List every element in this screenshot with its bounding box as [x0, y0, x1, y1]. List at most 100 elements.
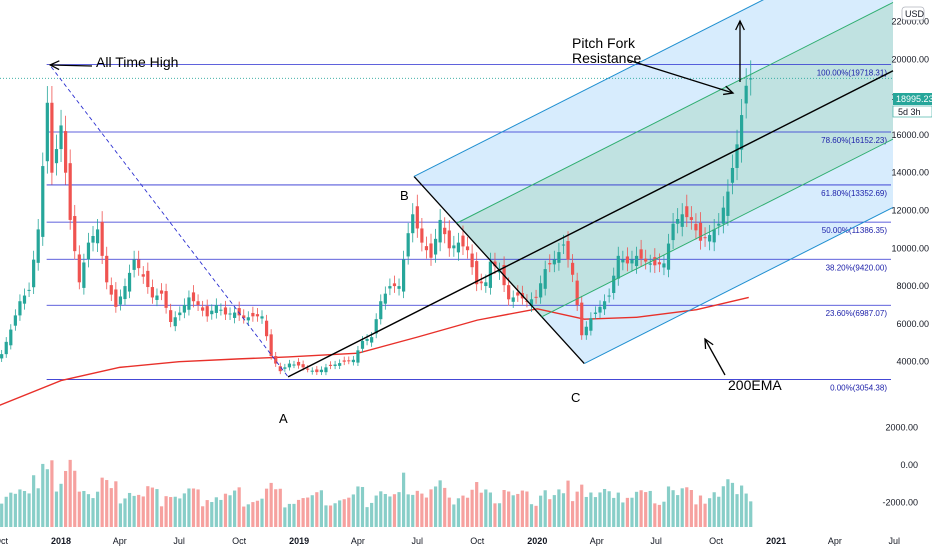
candle-body [73, 216, 77, 252]
volume-bar [105, 480, 109, 527]
volume-bar [653, 503, 657, 527]
volume-bar [123, 498, 127, 527]
volume-bar [36, 488, 40, 527]
volume-bar [159, 506, 164, 527]
candle-body [602, 301, 607, 310]
volume-bar [379, 491, 383, 527]
volume-bar [703, 503, 707, 527]
volume-bar [274, 489, 278, 527]
volume-bar [146, 486, 150, 527]
candle-body [680, 214, 684, 227]
volume-bar [607, 491, 611, 527]
candles [0, 60, 753, 376]
fib-label-6: 0.00%(3054.38) [830, 384, 887, 393]
volume-bar [22, 490, 27, 527]
candle-body [324, 367, 328, 373]
candle-body [306, 368, 310, 370]
point-c-label: C [571, 390, 580, 405]
x-tick-label: 2019 [289, 536, 309, 546]
volume-bar [127, 492, 132, 527]
volume-bar [543, 490, 547, 527]
volume-tick-label: -2000.00 [882, 498, 918, 508]
candle-body [666, 243, 671, 270]
candle-body [534, 296, 538, 298]
y-tick-label: 20000.00 [891, 54, 929, 64]
candle-body [13, 315, 17, 326]
volume-bar [82, 490, 86, 527]
candle-body [351, 359, 355, 363]
candle-body [402, 259, 406, 292]
pitchfork-lower-line [584, 206, 894, 365]
candle-body [721, 207, 725, 224]
volume-bar [534, 505, 538, 527]
volume-bar [68, 459, 72, 527]
candle-body [685, 206, 689, 218]
volume-bar [488, 492, 492, 527]
volume-bar [424, 497, 429, 527]
candle-body [264, 320, 269, 337]
volume-bar [95, 491, 100, 527]
candle-body [310, 370, 314, 372]
candle-body [726, 191, 730, 216]
candle-body [342, 360, 346, 362]
ema-pointer-arrow-head [704, 337, 714, 350]
candle-body [41, 166, 45, 237]
volume-bar [324, 505, 328, 527]
y-tick-label: 22000.00 [891, 17, 929, 27]
candle-body [433, 238, 438, 255]
pitchfork-lines [287, 0, 894, 378]
pitchfork-outer-band [414, 0, 893, 364]
volume-bar [4, 496, 8, 527]
volume-bar [698, 495, 703, 527]
volume-bar [429, 489, 433, 527]
volume-bar [164, 496, 168, 527]
pitchfork-resistance-arrow-head [723, 85, 735, 96]
candle-body [438, 219, 442, 243]
volume-bar [443, 487, 447, 527]
y-tick-label: 12000.00 [891, 206, 929, 216]
annotation-ath: All Time High [96, 54, 178, 70]
pitchfork-inner-lower-line [541, 138, 894, 318]
volume-bar [497, 503, 502, 527]
ema-200-line [0, 296, 749, 406]
volume-bar [648, 490, 652, 527]
candle-body [634, 255, 639, 267]
candle-body [616, 255, 620, 279]
candle-body [201, 307, 205, 311]
volume-bar [602, 488, 607, 527]
candle-body [479, 281, 483, 284]
candle-body [328, 364, 333, 366]
candle-body [9, 329, 13, 346]
candle-body [242, 315, 246, 319]
volume-bar [64, 470, 68, 527]
candle-body [301, 364, 305, 368]
pitchfork-resistance-arrow [627, 59, 734, 94]
volume-bar [59, 483, 63, 527]
volume-bar [27, 493, 31, 527]
candle-body [383, 293, 387, 304]
volume-bar [351, 494, 355, 527]
candle-body [333, 364, 337, 366]
volume-bar [205, 500, 209, 527]
candle-body [607, 295, 611, 297]
candle-body [59, 125, 63, 150]
currency-badge[interactable] [901, 6, 925, 21]
volume-bar [621, 502, 625, 527]
volume-bar [507, 491, 511, 527]
candle-body [388, 286, 392, 289]
candle-body [22, 295, 27, 304]
candle-body [365, 339, 369, 341]
candle-body [374, 319, 378, 334]
y-tick-label: 4000.00 [896, 357, 929, 367]
x-tick-label: Jul [650, 536, 662, 546]
volume-bar [593, 497, 598, 527]
candle-body [164, 291, 168, 308]
x-tick-label: 2018 [51, 536, 71, 546]
candle-body [698, 222, 703, 241]
candle-body [319, 369, 323, 373]
candle-body [64, 131, 68, 173]
volume-bar [315, 492, 319, 527]
candle-body [370, 337, 374, 343]
